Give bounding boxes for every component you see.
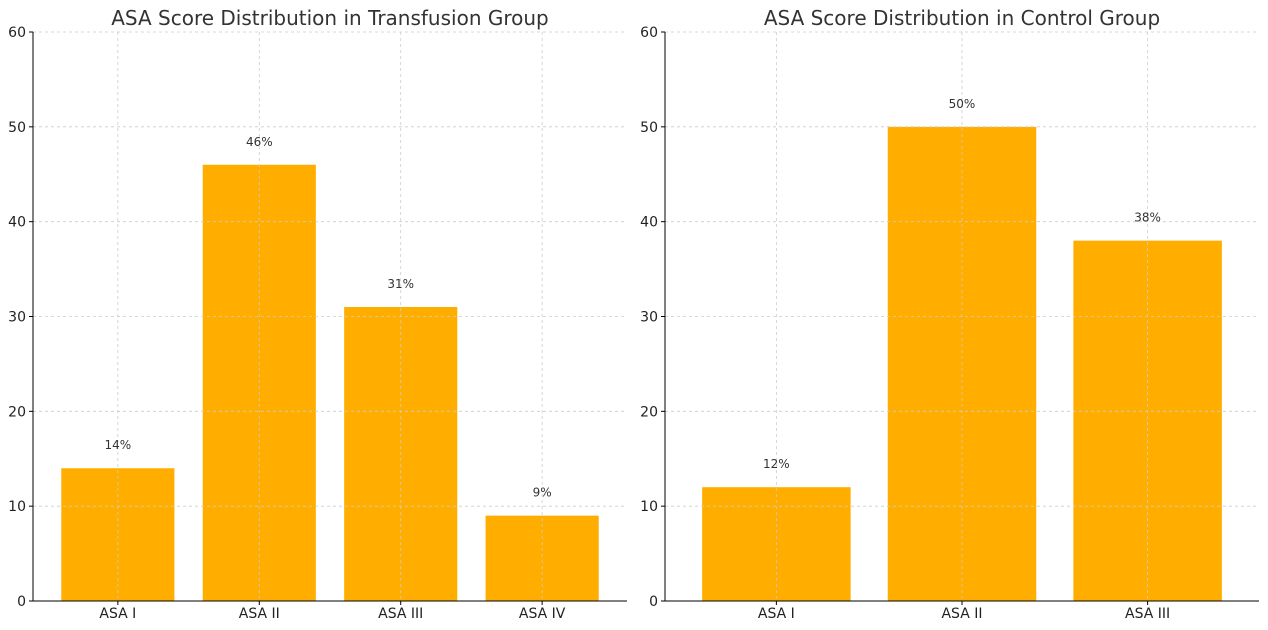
bars [702,126,1222,601]
y-tick-label: 10 [640,499,658,515]
x-tick-label: ASA II [239,606,280,622]
y-tick-label: 40 [640,215,658,231]
y-tick-label: 40 [8,215,26,231]
data-label: 31% [387,277,414,291]
y-tick-label: 10 [8,499,26,515]
transfusion-group-chart: ASA Score Distribution in Transfusion Gr… [8,6,627,622]
y-tick-label: 30 [8,310,26,326]
y-tick-label: 50 [640,120,658,136]
grid [665,31,1259,601]
y-tick-label: 50 [8,120,26,136]
data-label: 12% [763,457,790,471]
y-tick-label: 60 [8,25,26,41]
grid [33,31,627,601]
x-tick-label: ASA IV [519,606,566,622]
x-tick-label: ASA III [378,606,423,622]
y-tick-label: 20 [640,404,658,420]
y-tick-label: 0 [649,594,658,610]
x-tick-label: ASA I [99,606,136,622]
y-tick-label: 30 [640,310,658,326]
data-label: 46% [246,135,273,149]
x-tick-label: ASA I [758,606,795,622]
x-tick-label: ASA III [1125,606,1170,622]
bar-asa-iii [1073,240,1222,601]
data-label: 50% [949,97,976,111]
data-label: 9% [533,486,552,500]
y-tick-label: 60 [640,25,658,41]
bars [61,164,599,601]
chart-title: ASA Score Distribution in Transfusion Gr… [111,6,549,30]
bar-asa-iv [485,515,599,601]
y-tick-label: 20 [8,404,26,420]
data-label: 38% [1134,211,1161,225]
control-group-chart: ASA Score Distribution in Control Group 0… [640,6,1259,622]
x-tick-label: ASA II [941,606,982,622]
data-label: 14% [105,438,132,452]
chart-title: ASA Score Distribution in Control Group [764,6,1160,30]
y-tick-label: 0 [17,594,26,610]
